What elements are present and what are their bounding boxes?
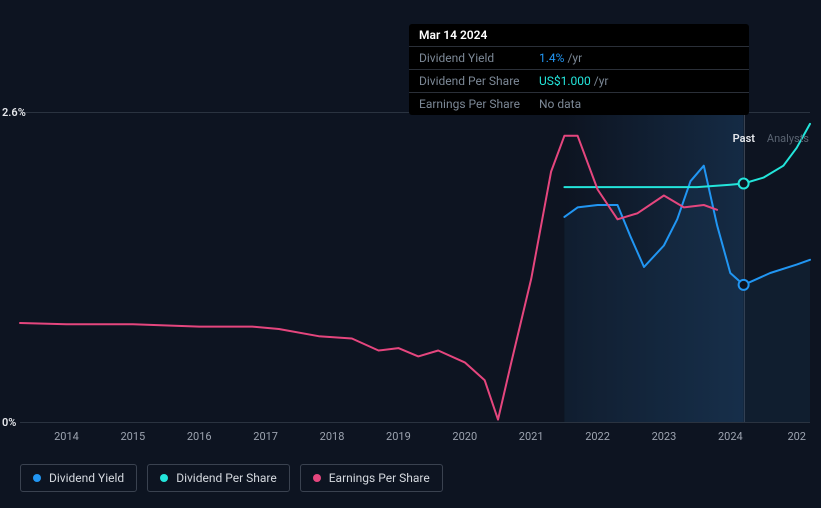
x-axis-label: 2023 — [652, 430, 677, 443]
legend-item-earnings_per_share[interactable]: Earnings Per Share — [300, 464, 443, 492]
hover-tooltip: Mar 14 2024 Dividend Yield 1.4% /yr Divi… — [409, 24, 749, 115]
x-axis-label: 2014 — [54, 430, 79, 443]
chart-plot-area — [20, 112, 810, 422]
y-axis-label-min: 0% — [2, 416, 16, 429]
x-axis-label: 2021 — [519, 430, 544, 443]
legend-item-dividend_per_share[interactable]: Dividend Per Share — [147, 464, 290, 492]
tooltip-row-label: Dividend Yield — [419, 51, 539, 65]
x-axis-label: 2024 — [718, 430, 743, 443]
future-label: Analysts — [767, 132, 809, 145]
x-axis-label: 2017 — [253, 430, 278, 443]
x-axis-label: 2020 — [452, 430, 477, 443]
legend-label: Dividend Yield — [49, 471, 124, 485]
chart-svg — [20, 112, 810, 422]
legend-dot-icon — [33, 474, 41, 482]
y-axis-label-max: 2.6% — [2, 106, 26, 119]
series-marker-dividend_per_share — [739, 179, 749, 189]
past-label: Past — [733, 132, 755, 145]
x-axis-label: 2015 — [120, 430, 145, 443]
tooltip-row-value: US$1.000 — [539, 74, 591, 88]
tooltip-row-value: No data — [539, 97, 581, 111]
series-marker-dividend_yield — [739, 280, 749, 290]
legend-dot-icon — [160, 474, 168, 482]
legend-label: Dividend Per Share — [176, 471, 277, 485]
gridline — [20, 422, 810, 423]
x-axis-label: 202 — [787, 430, 806, 443]
legend: Dividend Yield Dividend Per Share Earnings… — [20, 464, 443, 492]
tooltip-row-value: 1.4% — [539, 51, 564, 65]
tooltip-row-unit: /yr — [567, 51, 582, 65]
tooltip-row-label: Earnings Per Share — [419, 97, 539, 111]
tooltip-row-unit: /yr — [594, 74, 609, 88]
legend-item-dividend_yield[interactable]: Dividend Yield — [20, 464, 137, 492]
x-axis-label: 2019 — [386, 430, 411, 443]
x-axis-label: 2016 — [187, 430, 212, 443]
past-future-labels: Past Analysts — [733, 132, 809, 145]
tooltip-row-label: Dividend Per Share — [419, 74, 539, 88]
legend-label: Earnings Per Share — [329, 471, 430, 485]
x-axis-label: 2018 — [320, 430, 345, 443]
x-axis-label: 2022 — [585, 430, 610, 443]
legend-dot-icon — [313, 474, 321, 482]
tooltip-date: Mar 14 2024 — [419, 28, 487, 42]
